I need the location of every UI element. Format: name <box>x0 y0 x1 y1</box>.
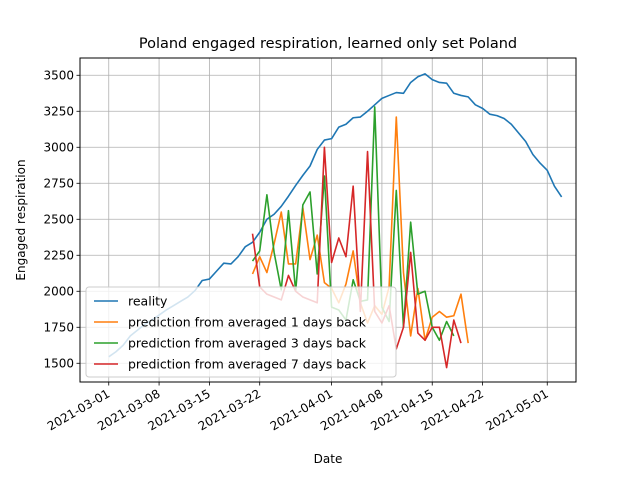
y-tick-label: 1750 <box>43 321 74 335</box>
y-tick-label: 2750 <box>43 177 74 191</box>
legend-entry: prediction from averaged 7 days back <box>128 357 367 372</box>
series-line-2 <box>251 106 455 342</box>
y-tick-label: 2500 <box>43 213 74 227</box>
series-line-3 <box>251 146 462 369</box>
y-tick-label: 3000 <box>43 141 74 155</box>
y-tick-label: 3250 <box>43 105 74 119</box>
y-axis-label: Engaged respiration <box>14 159 28 280</box>
x-axis-label: Date <box>314 452 343 466</box>
chart-title: Poland engaged respiration, learned only… <box>139 36 517 52</box>
y-tick-label: 2250 <box>43 249 74 263</box>
legend-entry: prediction from averaged 1 days back <box>128 315 367 330</box>
x-tick-label: 2021-05-01 <box>483 386 550 433</box>
plot-frame <box>79 57 577 383</box>
legend-entry: prediction from averaged 3 days back <box>128 336 367 351</box>
y-tick-label: 2000 <box>43 285 74 299</box>
legend-box <box>85 286 397 378</box>
legend-entry: reality <box>128 294 168 309</box>
y-tick-label: 3500 <box>43 69 74 83</box>
y-axis: 1500 1750 2000 2250 2500 2750 3000 3250 3500 <box>43 69 80 371</box>
x-axis: 2021-03-012021-03-082021-03-152021-03-22… <box>45 382 551 433</box>
y-tick-label: 1500 <box>43 357 74 371</box>
legend: reality prediction from averaged 1 days b… <box>85 286 397 378</box>
